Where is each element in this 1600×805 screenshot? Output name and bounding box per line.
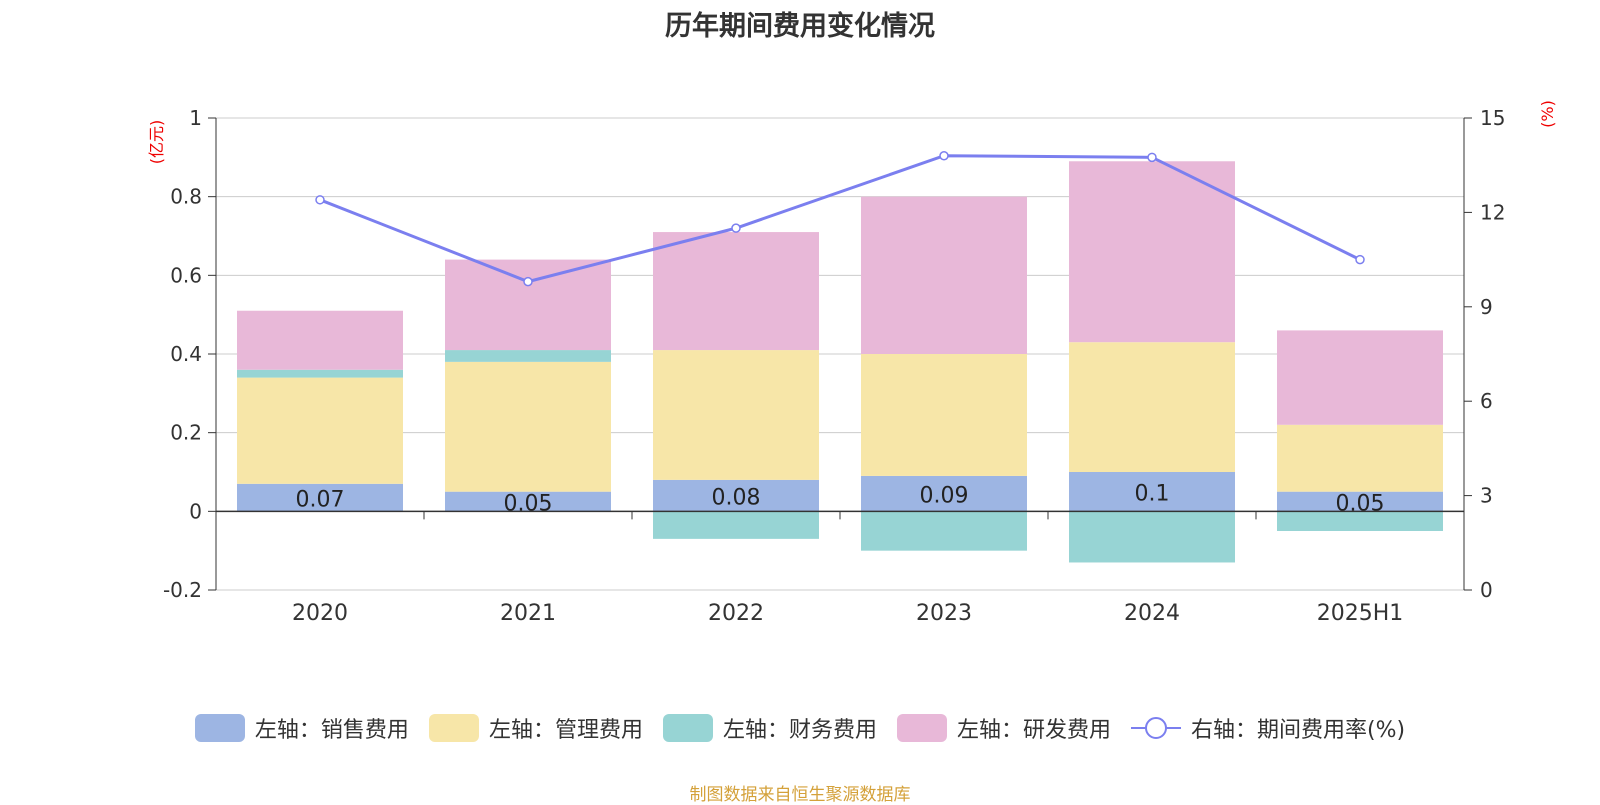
bar-2022-series3 — [653, 232, 819, 351]
bar-2025H1-series0 — [1277, 491, 1443, 512]
right-tick-label: 12 — [1480, 200, 1505, 224]
data-label-2022: 0.08 — [712, 486, 761, 511]
bar-2024-series2 — [1069, 511, 1235, 563]
bar-2023-series1 — [861, 354, 1027, 476]
legend-swatch-sales — [194, 714, 245, 742]
legend-label-rnd: 左轴：研发费用 — [956, 718, 1111, 743]
bar-2023-series2 — [861, 511, 1027, 551]
chart-title: 历年期间费用变化情况 — [665, 11, 935, 42]
rate-point-2020 — [315, 195, 325, 205]
x-tick-label: 2025H1 — [1317, 601, 1404, 626]
legend-swatch-rnd — [896, 714, 947, 742]
legend-item-sales[interactable]: 左轴：销售费用 — [194, 712, 409, 744]
legend-item-finance[interactable]: 左轴：财务费用 — [662, 712, 877, 744]
data-label-2020: 0.07 — [296, 488, 345, 513]
bar-2020-series0 — [237, 483, 403, 512]
right-axis-unit: (%) — [1538, 100, 1557, 128]
legend-label-rate: 右轴：期间费用率(%) — [1190, 718, 1406, 743]
data-label-2024: 0.1 — [1135, 482, 1170, 507]
legend: 左轴：销售费用 左轴：管理费用 左轴：财务费用 左轴：研发费用 右轴：期间费用率… — [0, 712, 1600, 744]
bar-2021-series2 — [445, 350, 611, 362]
bar-2022-series2 — [653, 511, 819, 539]
data-label-2023: 0.09 — [920, 484, 969, 509]
rate-line — [319, 154, 1361, 284]
bar-2021-series0 — [445, 491, 611, 512]
bar-2020-series2 — [237, 369, 403, 378]
left-tick-label: -0.2 — [163, 578, 202, 602]
bar-2024-series0 — [1069, 472, 1235, 512]
right-tick-label: 15 — [1480, 106, 1505, 130]
chart-svg: -0.2 0 0.2 0.4 0.6 0.8 1 0 3 6 9 12 15 (亿元) (%) 0.07 0.0… — [147, 100, 1557, 626]
bar-2023-series3 — [861, 196, 1027, 354]
x-tick-label: 2020 — [292, 601, 348, 626]
bar-2025H1-series3 — [1277, 330, 1443, 425]
rate-point-2022 — [731, 223, 741, 233]
left-tick-label: 0 — [189, 499, 202, 523]
legend-label-sales: 左轴：销售费用 — [254, 718, 409, 743]
bar-2022-series0 — [653, 479, 819, 512]
left-tick-label: 0.6 — [170, 263, 202, 287]
bar-2024-series1 — [1069, 342, 1235, 472]
data-label-2025H1: 0.05 — [1336, 492, 1385, 517]
legend-swatch-finance — [662, 714, 713, 742]
legend-item-admin[interactable]: 左轴：管理费用 — [428, 712, 643, 744]
bar-2020-series1 — [237, 377, 403, 484]
right-tick-label: 9 — [1480, 295, 1493, 319]
rate-point-2025H1 — [1355, 254, 1365, 265]
bar-2021-series1 — [445, 361, 611, 492]
x-tick-label: 2022 — [708, 601, 764, 626]
bar-2023-series0 — [861, 475, 1027, 512]
x-tick-label: 2024 — [1124, 601, 1180, 626]
legend-swatch-admin — [428, 714, 479, 742]
bar-2025H1-series1 — [1277, 424, 1443, 492]
right-tick-label: 0 — [1480, 578, 1493, 602]
left-tick-label: 1 — [189, 106, 202, 130]
right-tick-label: 6 — [1480, 389, 1493, 413]
rate-point-2021 — [523, 276, 533, 287]
legend-swatch-rate — [1130, 717, 1181, 739]
bar-2020-series3 — [237, 310, 403, 370]
legend-label-finance: 左轴：财务费用 — [722, 718, 877, 743]
bar-2025H1-series2 — [1277, 511, 1443, 531]
bar-2024-series3 — [1069, 161, 1235, 343]
right-tick-label: 3 — [1480, 484, 1493, 508]
x-tick-label: 2023 — [916, 601, 972, 626]
left-tick-label: 0.2 — [170, 421, 202, 445]
left-axis-unit: (亿元) — [147, 120, 166, 165]
bar-2022-series1 — [653, 350, 819, 480]
rate-point-2023 — [939, 151, 949, 161]
bar-2021-series3 — [445, 259, 611, 351]
legend-item-rnd[interactable]: 左轴：研发费用 — [896, 712, 1111, 744]
x-tick-label: 2021 — [500, 601, 556, 626]
source-note: 制图数据来自恒生聚源数据库 — [689, 785, 911, 805]
left-tick-label: 0.8 — [170, 185, 202, 209]
left-tick-label: 0.4 — [170, 342, 202, 366]
data-label-2021: 0.05 — [504, 492, 553, 517]
legend-item-rate[interactable]: 右轴：期间费用率(%) — [1130, 712, 1406, 744]
rate-point-2024 — [1147, 152, 1157, 163]
legend-label-admin: 左轴：管理费用 — [488, 718, 643, 743]
